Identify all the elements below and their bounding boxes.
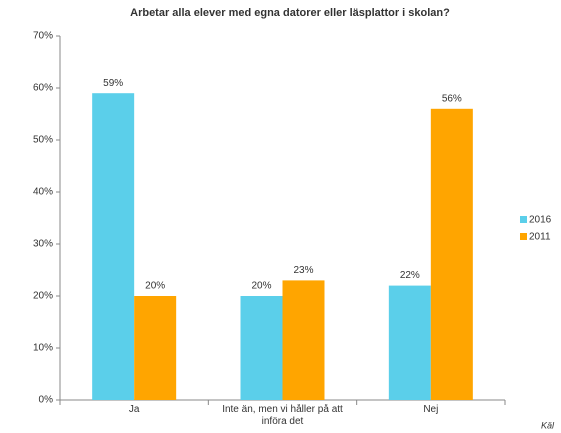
x-tick-label: Nej: [423, 404, 439, 415]
legend-label: 2016: [529, 215, 552, 226]
x-tick-label: Ja: [128, 404, 140, 415]
y-tick-label: 70%: [33, 31, 53, 42]
bar: [388, 285, 431, 400]
value-label: 59%: [103, 78, 123, 89]
value-label: 20%: [145, 281, 165, 292]
value-label: 56%: [442, 93, 462, 104]
y-tick-label: 60%: [33, 83, 53, 94]
bar: [282, 280, 325, 400]
bar: [134, 296, 177, 400]
y-tick-label: 20%: [33, 291, 53, 302]
value-label: 20%: [251, 281, 271, 292]
y-tick-label: 30%: [33, 239, 53, 250]
y-tick-label: 0%: [39, 395, 54, 406]
source: Käl: [541, 420, 555, 430]
bar: [240, 296, 283, 400]
x-tick-label-box: Inte än, men vi håller på att införa det: [222, 404, 343, 427]
chart-title: Arbetar alla elever med egna datorer ell…: [130, 7, 450, 19]
legend-swatch: [520, 216, 527, 223]
x-tick-label-box: Ja: [128, 404, 140, 415]
value-label: 22%: [400, 270, 420, 281]
value-label: 23%: [293, 265, 313, 276]
y-tick-label: 10%: [33, 343, 53, 354]
y-tick-label: 50%: [33, 135, 53, 146]
bar: [430, 108, 473, 401]
x-tick-label-box: Nej: [423, 404, 439, 415]
y-tick-label: 40%: [33, 187, 53, 198]
legend-swatch: [520, 233, 527, 240]
legend-label: 2011: [529, 232, 551, 243]
x-tick-label: Inte än, men vi håller på att införa det: [222, 404, 343, 427]
bar: [92, 93, 135, 400]
